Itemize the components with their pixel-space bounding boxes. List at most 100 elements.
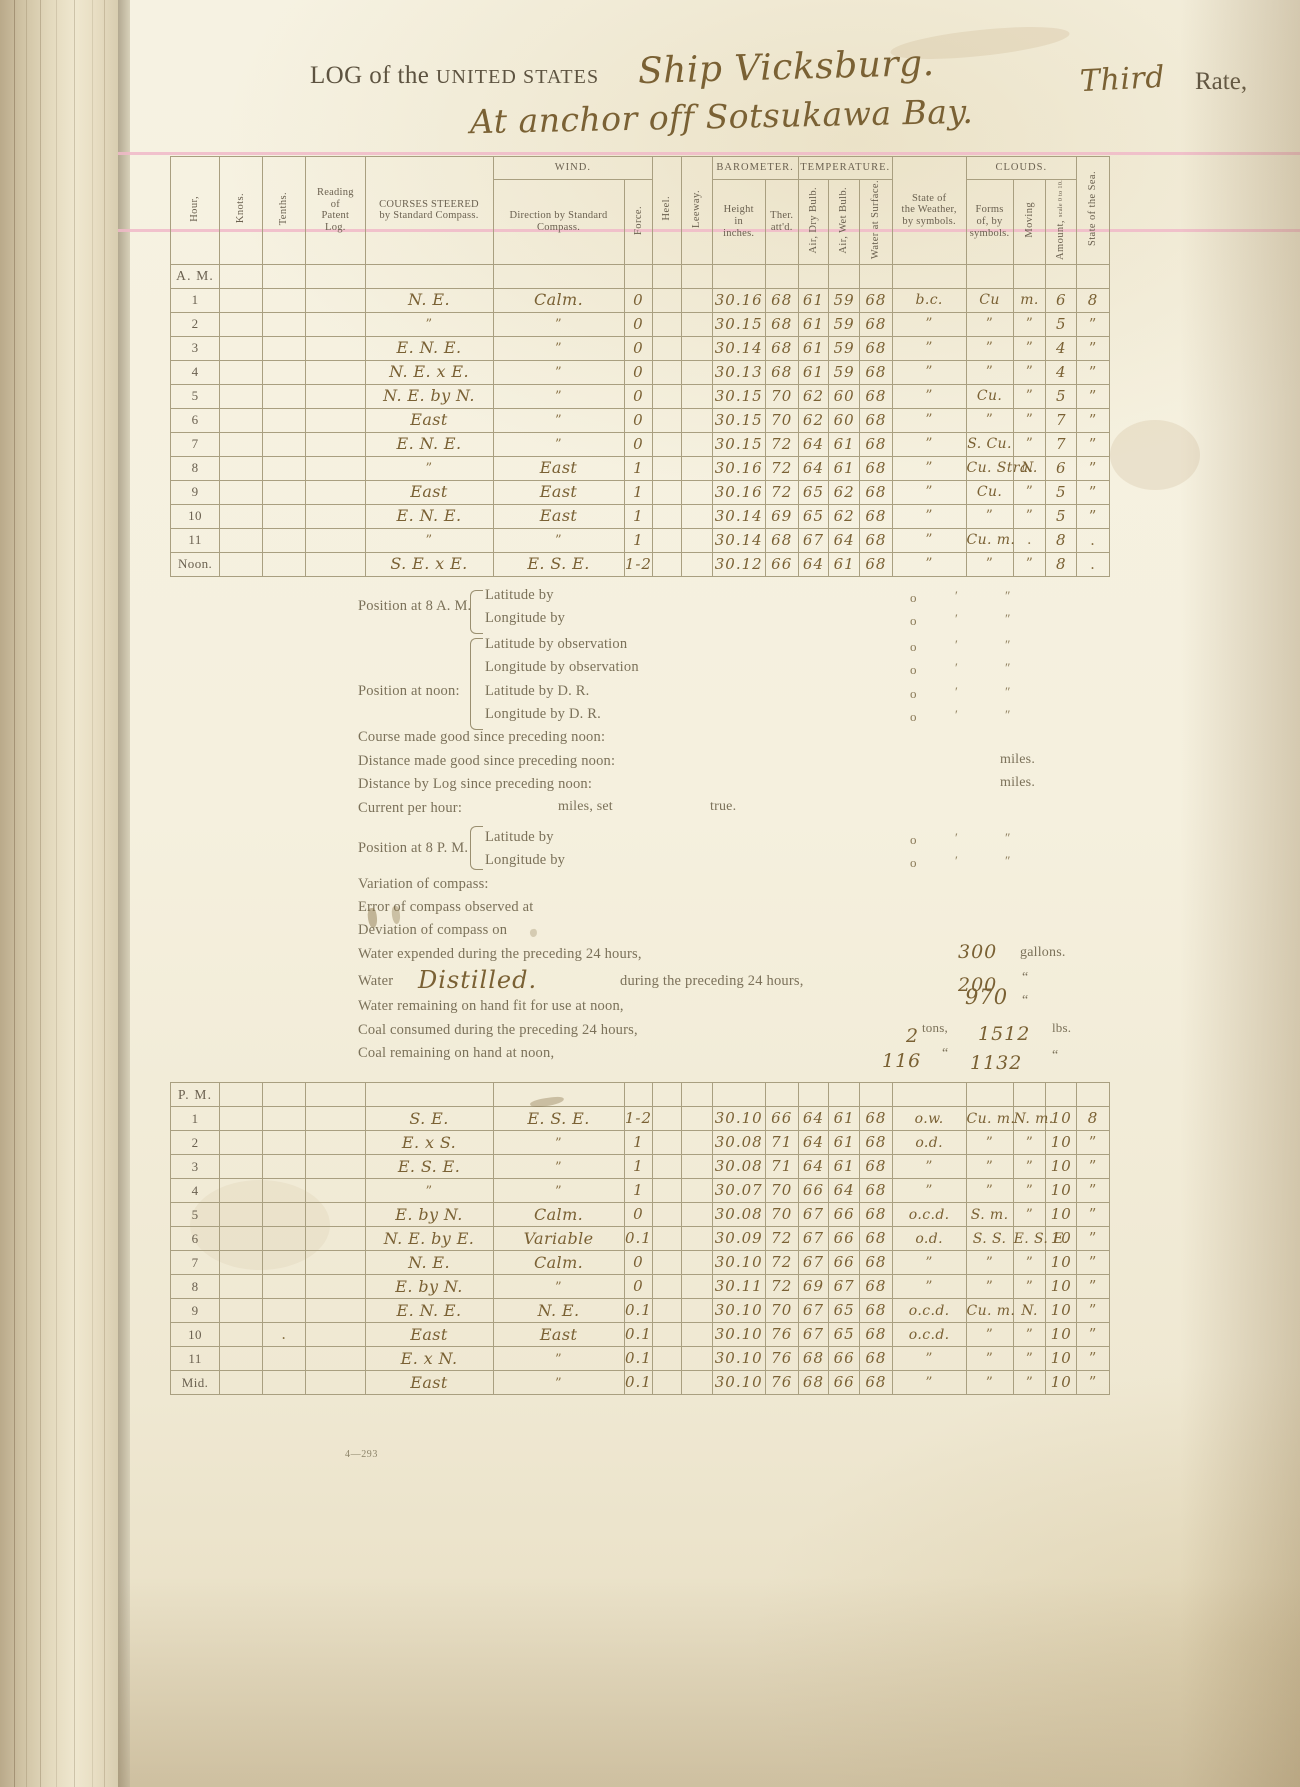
cell-patent-log: [305, 527, 366, 553]
cell-barometer-ther: 71: [764, 1130, 799, 1155]
cell-knots: [219, 1202, 264, 1227]
cell-tenths: [262, 263, 307, 289]
cell-cloud-forms: ”: [965, 359, 1014, 385]
cell-barometer-height: 30.16: [711, 479, 766, 505]
cell-cloud-amount: 5: [1045, 383, 1078, 409]
form-row-latitude-dr: Position at noon: Latitude by D. R. o ′ …: [310, 682, 1230, 705]
cell-tenths: [262, 1082, 307, 1107]
cell-knots: [219, 479, 264, 505]
cell-wind-force: 1: [623, 455, 654, 481]
cell-air-wet-bulb: 66: [828, 1370, 861, 1395]
cell-water-at-surface: 68: [859, 335, 893, 361]
th-state-of-sea: State of the Sea.: [1076, 156, 1110, 265]
cell-state-of-weather: ”: [891, 479, 967, 505]
cell-water-at-surface: 68: [859, 1154, 893, 1179]
cell-state-of-sea: ”: [1076, 335, 1110, 361]
cell-barometer-height: 30.08: [711, 1202, 766, 1227]
min-symbol: ′: [955, 853, 959, 869]
cell-cloud-amount: 7: [1045, 431, 1078, 457]
ditto-gallons-2: “: [1022, 993, 1029, 1009]
cell-heel: [652, 503, 682, 529]
cell-cloud-moving-form: N.: [1012, 1298, 1047, 1323]
cell-air-dry-bulb: [797, 1082, 830, 1107]
cell-air-wet-bulb: 62: [828, 503, 861, 529]
cell-air-wet-bulb: 66: [828, 1226, 861, 1251]
cell-state-of-sea: 8: [1076, 287, 1110, 313]
th-barometer-group: BAROMETER.: [711, 156, 799, 180]
deg-symbol: o: [910, 613, 917, 629]
cell-water-at-surface: [859, 1082, 893, 1107]
cell-tenths: [262, 1178, 307, 1203]
cell-heel: [652, 1274, 682, 1299]
table-row: 10. East East 0.1 30.10 76 67 65 68 o.c.d.”” 10”: [169, 1322, 1110, 1347]
cell-wind-force: [623, 1082, 654, 1107]
deg-symbol: o: [910, 708, 917, 724]
cell-knots: [219, 263, 264, 289]
form-row-coal-remaining: Coal remaining on hand at noon, 116 “ 11…: [310, 1044, 1230, 1074]
table-row: 4”” 1 30.07 70 66 64 68””” 10”: [169, 1178, 1110, 1203]
cell-leeway: [680, 1298, 713, 1323]
cell-state-of-weather: ”: [891, 551, 967, 577]
cell-cloud-amount: 10: [1045, 1106, 1078, 1131]
table-row: 8” East 1 30.16 72 64 61 68” Cu. Stra. N. 6”: [169, 455, 1110, 481]
cell-patent-log: [305, 1226, 366, 1251]
cell-state-of-weather: o.c.d.: [891, 1202, 967, 1227]
cell-tenths: [262, 1298, 307, 1323]
cell-patent-log: [305, 431, 366, 457]
cell-cloud-forms: ”: [965, 1322, 1014, 1347]
cell-patent-log: [305, 1370, 366, 1395]
cell-cloud-forms: ”: [965, 1274, 1014, 1299]
cell-cloud-moving-form: [1012, 1082, 1047, 1107]
cell-state-of-sea: ”: [1076, 479, 1110, 505]
cell-air-wet-bulb: 61: [828, 1130, 861, 1155]
cell-tenths: [262, 383, 307, 409]
cell-wind-direction: East: [492, 455, 625, 481]
cell-heel: [652, 1178, 682, 1203]
table-row: 11”” 1 30.14 68 67 64 68” Cu. m.. 8.: [169, 527, 1110, 553]
min-symbol: ′: [955, 683, 959, 699]
cell-state-of-weather: ”: [891, 455, 967, 481]
cell-hour: 8: [169, 1274, 221, 1299]
cell-air-dry-bulb: 64: [797, 1106, 830, 1131]
cell-patent-log: [305, 1322, 366, 1347]
unit-miles-made-good: miles.: [1000, 751, 1036, 767]
value-water-distilled: 200: [958, 974, 998, 997]
cell-water-at-surface: 68: [859, 479, 893, 505]
cell-barometer-height: 30.10: [711, 1346, 766, 1371]
cell-water-at-surface: 68: [859, 1322, 893, 1347]
book-spine: [0, 0, 118, 1787]
cell-tenths: [262, 1250, 307, 1275]
label-variation-of-compass: Variation of compass:: [358, 875, 489, 892]
cell-heel: [652, 1202, 682, 1227]
cell-water-at-surface: 68: [859, 431, 893, 457]
cell-patent-log: [305, 1106, 366, 1131]
am-period-label: A. M.: [169, 263, 221, 289]
cell-air-dry-bulb: 67: [797, 527, 830, 553]
ship-name-handwritten: Ship Vicksburg.: [637, 42, 936, 93]
label-deviation-of-compass: Deviation of compass on: [358, 922, 508, 939]
of-the-word: of the: [369, 62, 430, 89]
label-latitude-by-observation: Latitude by observation: [485, 635, 628, 652]
cell-heel: [652, 1370, 682, 1395]
cell-wind-direction: ”: [492, 383, 625, 409]
cell-course-steered: ”: [364, 1178, 494, 1203]
cell-leeway: [680, 1226, 713, 1251]
cell-barometer-ther: 68: [764, 359, 799, 385]
cell-course-steered: ”: [364, 455, 494, 481]
cell-course-steered: N. E. x E.: [364, 359, 494, 385]
cell-air-wet-bulb: 61: [828, 455, 861, 481]
cell-heel: [652, 479, 682, 505]
cell-wind-direction: ”: [492, 1154, 625, 1179]
cell-tenths: [262, 335, 307, 361]
cell-leeway: [680, 1130, 713, 1155]
cell-state-of-weather: o.d.: [891, 1226, 967, 1251]
cell-state-of-sea: ”: [1076, 503, 1110, 529]
cell-air-dry-bulb: 67: [797, 1322, 830, 1347]
cell-water-at-surface: 68: [859, 1370, 893, 1395]
cell-leeway: [680, 1370, 713, 1395]
cell-cloud-forms: ”: [965, 1370, 1014, 1395]
cell-cloud-amount: [1045, 263, 1078, 289]
cell-cloud-forms: S. m.: [965, 1202, 1014, 1227]
cell-air-wet-bulb: 61: [828, 431, 861, 457]
cell-air-dry-bulb: 61: [797, 287, 830, 313]
